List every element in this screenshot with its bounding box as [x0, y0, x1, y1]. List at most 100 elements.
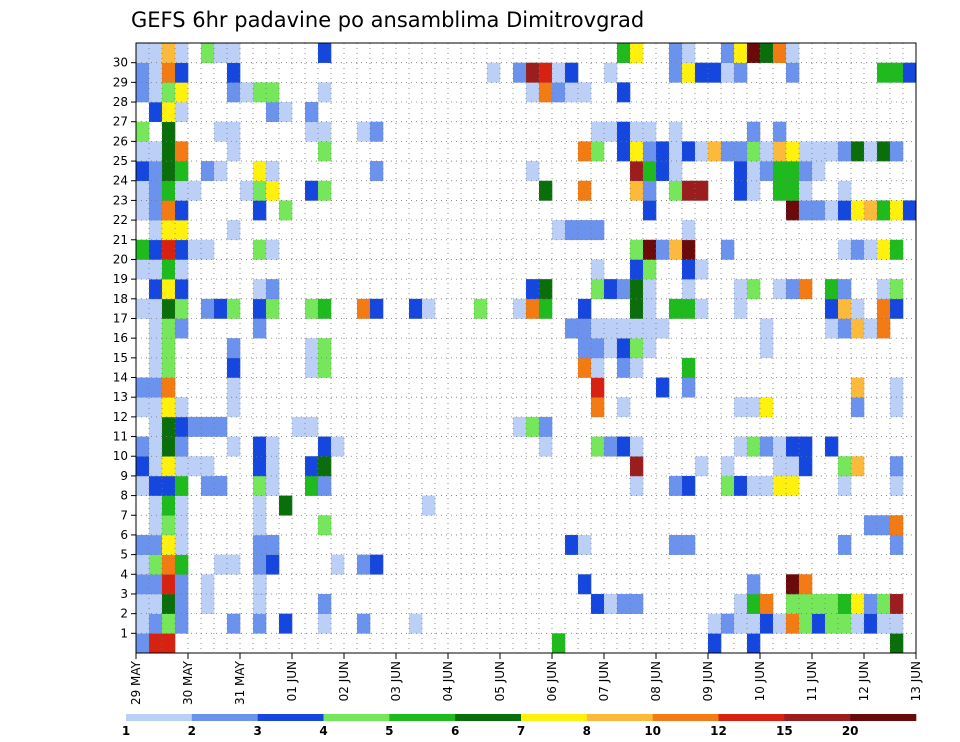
- precip-cell: [669, 298, 683, 319]
- precip-cell: [331, 436, 345, 457]
- precip-cell: [266, 239, 280, 260]
- precip-cell: [786, 200, 800, 221]
- precip-cell: [825, 613, 839, 634]
- precip-cell: [266, 161, 280, 182]
- precip-cell: [708, 633, 722, 654]
- colorbar-label: 6: [451, 724, 459, 738]
- precip-cell: [253, 515, 267, 536]
- precip-cell: [773, 279, 787, 300]
- precip-cell: [279, 102, 293, 123]
- precip-cell: [162, 102, 176, 123]
- precip-cell: [630, 298, 644, 319]
- precip-cell: [136, 200, 150, 221]
- precip-cell: [604, 436, 618, 457]
- precip-cell: [552, 82, 566, 103]
- precip-cell: [773, 180, 787, 201]
- precip-cell: [162, 220, 176, 241]
- precip-cell: [851, 456, 865, 477]
- precip-cell: [773, 161, 787, 182]
- precip-cell: [890, 593, 904, 614]
- precip-cell: [591, 397, 605, 418]
- precip-cell: [253, 475, 267, 496]
- precip-cell: [357, 298, 371, 319]
- precip-cell: [747, 397, 761, 418]
- precip-cell: [539, 62, 553, 83]
- y-tick-label: 16: [113, 331, 128, 345]
- precip-cell: [877, 279, 891, 300]
- precip-cell: [682, 298, 696, 319]
- precip-cell: [669, 475, 683, 496]
- precip-cell: [253, 456, 267, 477]
- precip-cell: [227, 82, 241, 103]
- precip-cell: [682, 180, 696, 201]
- precip-cell: [526, 298, 540, 319]
- precip-cell: [890, 456, 904, 477]
- precip-cell: [890, 279, 904, 300]
- colorbar-label: 2: [188, 724, 196, 738]
- precip-cell: [175, 436, 189, 457]
- precip-cell: [214, 121, 228, 142]
- precip-cell: [591, 593, 605, 614]
- precip-cell: [773, 141, 787, 162]
- precip-cell: [617, 318, 631, 339]
- precip-cell: [474, 298, 488, 319]
- precip-cell: [175, 613, 189, 634]
- precip-cell: [175, 534, 189, 555]
- chart-title: GEFS 6hr padavine po ansamblima Dimitrov…: [131, 8, 644, 32]
- x-tick-label: 07 JUN: [597, 661, 611, 701]
- precip-cell: [253, 593, 267, 614]
- precip-cell: [175, 161, 189, 182]
- colorbar-legend: 1 2 3 4 5 6 7 8 10 12 15 20: [122, 714, 917, 738]
- precip-cell: [253, 495, 267, 516]
- precip-cell: [227, 338, 241, 359]
- precip-cell: [812, 161, 826, 182]
- precip-cell: [136, 436, 150, 457]
- precip-cell: [734, 397, 748, 418]
- precip-cell: [149, 338, 163, 359]
- colorbar-label: 10: [644, 724, 661, 738]
- precip-cell: [279, 200, 293, 221]
- precip-cell: [825, 298, 839, 319]
- y-tick-label: 28: [113, 95, 128, 109]
- precip-cell: [656, 239, 670, 260]
- precip-cell: [305, 357, 319, 378]
- precip-cell: [838, 298, 852, 319]
- precip-cell: [760, 475, 774, 496]
- precip-cell: [851, 377, 865, 398]
- y-tick-label: 8: [120, 489, 128, 503]
- colorbar-label: 4: [319, 724, 327, 738]
- precip-cell: [149, 515, 163, 536]
- precip-cell: [279, 613, 293, 634]
- precip-cell: [253, 574, 267, 595]
- precip-cell: [578, 534, 592, 555]
- precip-cell: [669, 62, 683, 83]
- x-tick-label: 13 JUN: [909, 661, 923, 701]
- y-tick-label: 10: [113, 449, 128, 463]
- precip-cell: [149, 318, 163, 339]
- precip-cell: [318, 613, 332, 634]
- precip-cell: [721, 43, 735, 63]
- precip-cell: [864, 239, 878, 260]
- precip-cell: [136, 161, 150, 182]
- precip-cell: [669, 239, 683, 260]
- precip-cell: [630, 475, 644, 496]
- precip-cell: [227, 397, 241, 418]
- precip-cell: [227, 43, 241, 63]
- precip-cell: [162, 515, 176, 536]
- precip-cell: [227, 377, 241, 398]
- precip-cell: [149, 220, 163, 241]
- precip-cell: [786, 141, 800, 162]
- precip-cell: [175, 141, 189, 162]
- precip-cell: [591, 121, 605, 142]
- precip-cell: [747, 121, 761, 142]
- precip-cell: [201, 43, 215, 63]
- precip-cell: [149, 613, 163, 634]
- precip-cell: [331, 554, 345, 575]
- plot-frame: [135, 42, 917, 654]
- precip-cell: [279, 495, 293, 516]
- precip-cell: [266, 475, 280, 496]
- precip-cell: [175, 102, 189, 123]
- precip-cell: [266, 534, 280, 555]
- precip-cell: [136, 574, 150, 595]
- precip-cell: [682, 377, 696, 398]
